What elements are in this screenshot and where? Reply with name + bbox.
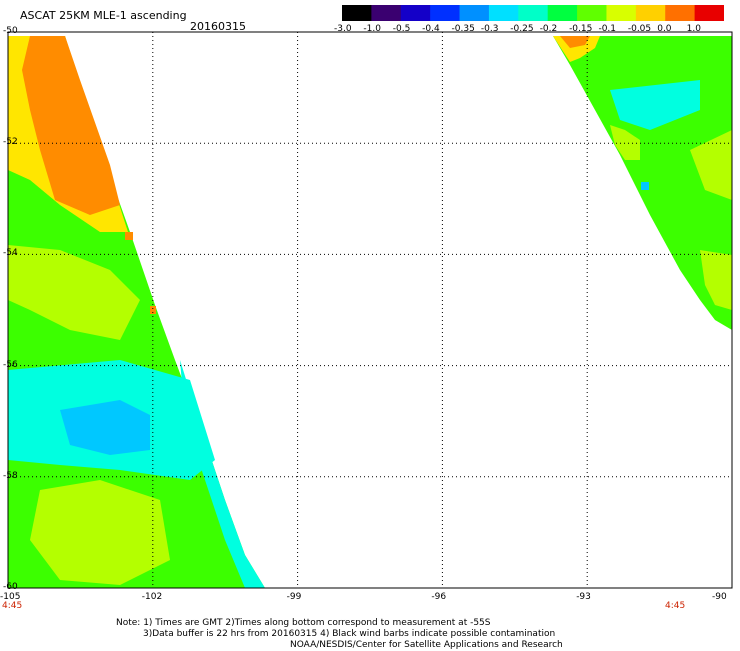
colorbar-label: -0.35 (451, 24, 475, 34)
latitude-label: -54 (3, 248, 18, 259)
colorbar-segment (371, 5, 402, 21)
time-label-right: 4:45 (665, 601, 686, 611)
wind-swath-data (8, 36, 732, 588)
colorbar-label: -3.0 (334, 24, 352, 34)
latitude-label: -50 (3, 26, 18, 36)
colorbar-segment (577, 5, 607, 21)
colorbar-segment (488, 5, 519, 21)
colorbar-label: -0.25 (510, 24, 534, 34)
colorbar-segment (518, 5, 549, 21)
note-line-2: 3)Data buffer is 22 hrs from 20160315 4)… (143, 629, 556, 639)
latitude-label: -60 (3, 582, 18, 592)
colorbar-label: -0.1 (598, 24, 617, 34)
right-swath-yellowgreen-1 (610, 125, 640, 160)
latitude-label: -52 (3, 137, 18, 148)
colorbar-label: -1.0 (363, 24, 381, 34)
left-swath-yellowgreen-2 (30, 480, 170, 585)
colorbar-segment (635, 5, 666, 21)
longitude-label: -93 (576, 592, 591, 602)
colorbar (342, 5, 724, 21)
left-swath-orange-tip (125, 232, 133, 240)
colorbar-segment (665, 5, 696, 21)
colorbar-segment (342, 5, 372, 21)
latitude-label: -58 (3, 470, 18, 481)
colorbar-label: -0.5 (392, 24, 411, 34)
map-title: ASCAT 25KM MLE-1 ascending (20, 9, 187, 22)
colorbar-segment (694, 5, 724, 21)
lat-lon-grid (8, 32, 732, 588)
latitude-label: -56 (3, 359, 18, 370)
left-swath-yellowgreen-1 (8, 245, 140, 340)
colorbar-label: -0.3 (480, 24, 499, 34)
time-label-left: 4:45 (2, 601, 23, 611)
right-swath-yellow (553, 36, 600, 62)
colorbar-label: -0.2 (539, 24, 558, 34)
right-swath-cyan (610, 80, 700, 130)
longitude-label: -90 (712, 592, 727, 602)
note-line-3: NOAA/NESDIS/Center for Satellite Applica… (290, 640, 563, 650)
right-swath-orange (560, 36, 590, 48)
right-swath-blue-dot (641, 182, 649, 190)
colorbar-label: -0.05 (627, 24, 652, 34)
colorbar-segment (459, 5, 490, 21)
longitude-label: -105 (0, 592, 21, 602)
map-date: 20160315 (190, 20, 246, 33)
left-swath-skyblue (60, 400, 150, 455)
colorbar-segment (400, 5, 431, 21)
colorbar-label: -0.4 (422, 24, 440, 34)
colorbar-label: 1.0 (686, 24, 701, 34)
longitude-label: -102 (141, 592, 163, 602)
left-swath-orange-dot (150, 306, 156, 314)
map-frame (7, 31, 733, 589)
colorbar-label: 0.0 (657, 24, 672, 34)
right-swath-yellowgreen-2 (690, 130, 732, 200)
colorbar-segment (430, 5, 461, 21)
left-swath-orange (22, 36, 120, 215)
colorbar-label: -0.15 (569, 24, 593, 34)
colorbar-segment (547, 5, 578, 21)
colorbar-segment (606, 5, 637, 21)
longitude-label: -99 (286, 592, 302, 602)
right-swath-yellowgreen-3 (700, 250, 732, 310)
note-line-1: Note: 1) Times are GMT 2)Times along bot… (116, 618, 491, 628)
longitude-label: -96 (431, 592, 447, 602)
